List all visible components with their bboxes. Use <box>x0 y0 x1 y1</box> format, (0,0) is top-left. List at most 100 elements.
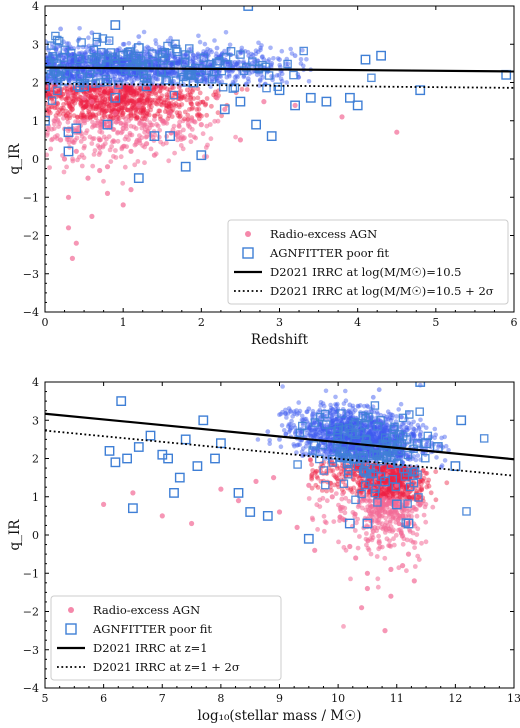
radio-excess-point <box>152 97 158 103</box>
sf-point <box>411 454 417 459</box>
legend-box <box>227 219 509 305</box>
poor-fit-point <box>207 75 217 84</box>
poor-fit-point <box>367 73 376 83</box>
poor-fit-point <box>163 41 172 51</box>
radio-excess-point <box>276 509 283 515</box>
sf-point <box>69 52 75 58</box>
radio-excess-point <box>317 504 323 509</box>
sf-point <box>312 420 317 426</box>
sf-point <box>300 422 306 428</box>
radio-excess-point <box>120 96 126 102</box>
radio-excess-point <box>79 152 85 158</box>
radio-excess-point <box>62 85 68 91</box>
radio-excess-point <box>107 96 113 101</box>
radio-excess-point <box>126 87 132 93</box>
radio-excess-point <box>85 92 90 98</box>
poor-fit-point <box>159 56 169 65</box>
sf-point <box>369 426 374 432</box>
sf-point <box>79 50 84 56</box>
radio-excess-point <box>101 501 107 507</box>
sf-point <box>412 432 417 438</box>
radio-excess-point <box>122 86 128 92</box>
radio-excess-point <box>156 134 162 140</box>
sf-point <box>107 38 112 44</box>
radio-excess-point <box>127 86 133 92</box>
radio-excess-point <box>133 108 139 114</box>
legend-label: D2021 IRRC at log(M/M☉)=10.5 + 2σ <box>270 284 494 298</box>
radio-excess-point <box>129 98 135 104</box>
sf-point <box>394 414 399 419</box>
sf-point <box>329 415 335 420</box>
radio-excess-point <box>101 99 107 105</box>
radio-excess-point <box>172 150 178 156</box>
radio-excess-point <box>182 94 188 99</box>
poor-fit-point <box>75 54 85 64</box>
radio-excess-point <box>45 132 50 138</box>
sf-point <box>369 424 375 429</box>
radio-excess-point <box>118 89 123 94</box>
radio-excess-point <box>375 584 381 590</box>
radio-excess-point <box>146 112 152 118</box>
sf-point <box>333 402 338 407</box>
sf-point <box>90 46 95 52</box>
sf-point <box>257 83 262 88</box>
sf-point <box>299 413 305 419</box>
poor-fit-point <box>218 82 228 92</box>
radio-excess-point <box>49 104 55 110</box>
sf-point <box>154 76 159 82</box>
sf-point <box>324 422 330 428</box>
sf-point <box>329 405 334 411</box>
radio-excess-point <box>45 83 49 89</box>
sf-point <box>258 78 263 83</box>
poor-fit-point <box>71 123 82 134</box>
radio-excess-point <box>129 90 134 96</box>
sf-point <box>335 401 340 407</box>
radio-excess-point <box>197 90 203 96</box>
radio-excess-point <box>122 97 127 103</box>
radio-excess-point <box>141 93 147 98</box>
radio-excess-point <box>133 90 139 96</box>
sf-point <box>301 63 306 69</box>
radio-excess-point <box>122 103 128 109</box>
radio-excess-point <box>118 89 124 94</box>
sf-point <box>172 70 178 75</box>
radio-excess-point <box>63 112 69 118</box>
radio-excess-point <box>49 126 55 132</box>
radio-excess-point <box>146 104 152 109</box>
sf-point <box>425 441 430 447</box>
sf-point <box>424 425 429 431</box>
radio-excess-point <box>374 554 380 559</box>
radio-excess-point <box>55 101 61 107</box>
radio-excess-point <box>79 163 85 169</box>
radio-excess-point <box>108 87 114 93</box>
radio-excess-point <box>98 106 104 111</box>
radio-excess-point <box>321 513 327 519</box>
radio-excess-point <box>338 469 344 475</box>
radio-excess-point <box>71 113 77 118</box>
radio-excess-point <box>129 98 134 104</box>
radio-excess-point <box>370 528 376 534</box>
radio-excess-point <box>68 87 74 92</box>
radio-excess-point <box>89 93 94 99</box>
radio-excess-point <box>85 105 90 110</box>
sf-point <box>330 407 335 412</box>
radio-excess-point <box>148 100 153 106</box>
radio-excess-point <box>155 99 160 104</box>
sf-point <box>371 433 377 439</box>
sf-point <box>230 69 235 74</box>
radio-excess-point <box>369 513 374 519</box>
radio-excess-point <box>140 108 146 114</box>
radio-excess-point <box>83 104 89 110</box>
radio-excess-point <box>73 91 79 96</box>
sf-point <box>117 74 123 80</box>
poor-fit-point <box>138 61 148 71</box>
sf-point <box>110 74 115 79</box>
radio-excess-point <box>188 95 194 100</box>
radio-excess-point <box>108 109 114 115</box>
radio-excess-point <box>71 96 76 102</box>
radio-excess-point <box>111 127 117 132</box>
radio-excess-point <box>155 95 161 101</box>
radio-excess-point <box>124 89 129 95</box>
radio-excess-point <box>61 102 66 107</box>
